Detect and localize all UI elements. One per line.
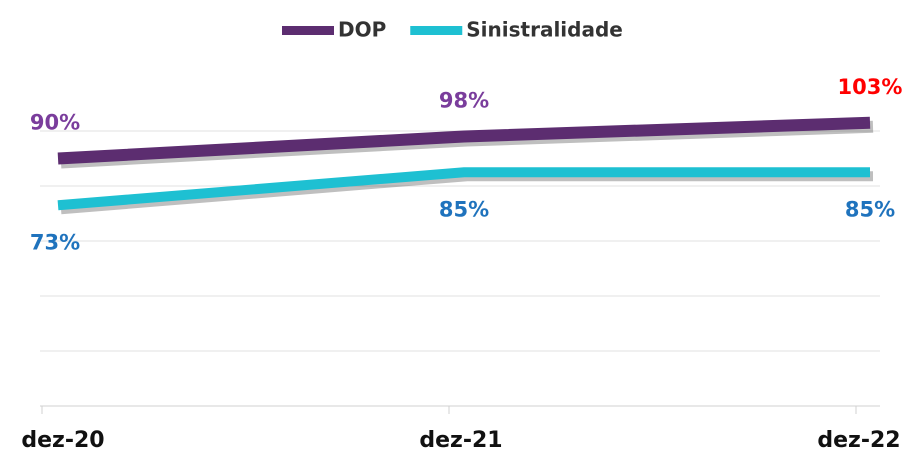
x-tick-label: dez-21 [419, 428, 502, 452]
legend-label: Sinistralidade [466, 18, 623, 42]
line [57, 167, 870, 211]
line [57, 116, 871, 165]
data-label: 73% [30, 230, 80, 254]
legend-label: DOP [338, 18, 386, 42]
x-tick-label: dez-20 [21, 428, 104, 452]
legend-swatch [282, 26, 334, 35]
data-label: 85% [439, 197, 489, 221]
data-label: 90% [30, 111, 80, 135]
data-label: 98% [439, 89, 489, 113]
legend-swatch [410, 26, 463, 35]
x-tick-label: dez-22 [817, 428, 900, 452]
data-label: 85% [845, 197, 895, 221]
data-label: 103% [838, 75, 903, 99]
